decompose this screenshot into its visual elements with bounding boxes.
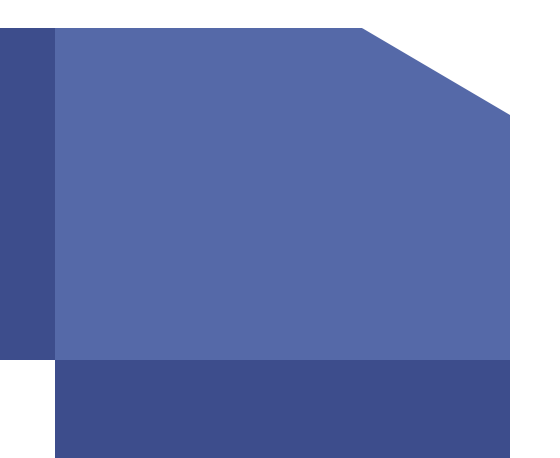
Polygon shape — [409, 360, 437, 374]
Polygon shape — [37, 320, 55, 356]
Polygon shape — [292, 360, 320, 374]
Polygon shape — [198, 360, 226, 374]
Polygon shape — [37, 279, 55, 315]
Polygon shape — [55, 28, 510, 360]
Polygon shape — [175, 360, 203, 374]
Polygon shape — [37, 32, 55, 68]
Polygon shape — [37, 114, 55, 150]
Polygon shape — [37, 196, 55, 233]
Polygon shape — [339, 360, 367, 374]
Polygon shape — [315, 360, 343, 374]
Polygon shape — [456, 360, 484, 374]
Polygon shape — [37, 73, 55, 109]
Polygon shape — [152, 360, 180, 374]
Polygon shape — [128, 360, 156, 374]
Polygon shape — [81, 360, 109, 374]
Polygon shape — [0, 28, 55, 360]
Polygon shape — [268, 360, 296, 374]
Polygon shape — [432, 360, 460, 374]
Polygon shape — [222, 360, 250, 374]
Polygon shape — [37, 155, 55, 191]
Polygon shape — [479, 360, 507, 374]
Polygon shape — [362, 360, 390, 374]
Polygon shape — [58, 360, 86, 374]
Polygon shape — [385, 360, 413, 374]
Polygon shape — [245, 360, 273, 374]
Polygon shape — [105, 360, 133, 374]
Polygon shape — [37, 238, 55, 274]
Polygon shape — [55, 360, 510, 458]
